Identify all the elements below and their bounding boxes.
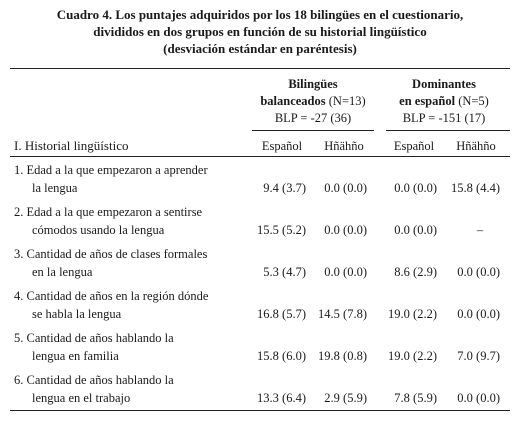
row-label-line-2: cómodos usando la lengua (32, 223, 165, 237)
cell-dom-es: 19.0 (2.2) (388, 349, 437, 363)
bottom-rule (10, 410, 510, 411)
section-header: I. Historial lingüístico (14, 138, 129, 153)
row-label-line-1: 5. Cantidad de años hablando la (14, 331, 174, 345)
group-dominant-blp: BLP = -151 (17) (402, 111, 486, 125)
group-dominant-n: (N=5) (458, 94, 489, 108)
row-label-line-1: 6. Cantidad de años hablando la (14, 373, 174, 387)
cell-dom-es: 19.0 (2.2) (388, 307, 437, 321)
row-label-line-2: lengua en familia (32, 349, 119, 363)
cell-dom-hn: 7.0 (9.7) (457, 349, 500, 363)
cell-bal-hn: 14.5 (7.8) (318, 307, 367, 321)
col-header-dominant-espanol: Español (393, 139, 435, 153)
caption-line-3: (desviación estándar en paréntesis) (163, 41, 357, 56)
cell-bal-hn: 0.0 (0.0) (324, 223, 367, 237)
cell-dom-hn: 0.0 (0.0) (457, 391, 500, 405)
row-label-line-1: 1. Edad a la que empezaron a aprender (14, 163, 208, 177)
top-rule (10, 68, 510, 69)
group-balanced-n: (N=13) (328, 94, 366, 108)
cell-dom-es: 8.6 (2.9) (394, 265, 437, 279)
row-label-line-1: 2. Edad a la que empezaron a sentirse (14, 205, 203, 219)
row-label-line-2: en la lengua (32, 265, 93, 279)
group-balanced-rule (252, 130, 374, 131)
col-header-dominant-hnahno: Hñähño (456, 139, 496, 153)
cell-dom-hn: – (476, 223, 484, 237)
group-dominant-subtitle: en español (N=5) (384, 93, 504, 109)
cell-bal-es: 16.8 (5.7) (257, 307, 306, 321)
cell-dom-es: 0.0 (0.0) (394, 181, 437, 195)
group-dominant-subtitle-text: en español (399, 94, 456, 108)
table-caption: Cuadro 4. Los puntajes adquiridos por lo… (0, 6, 520, 57)
group-balanced-title: Bilingües (288, 77, 338, 91)
row-label-line-2: la lengua (32, 181, 78, 195)
cell-bal-es: 5.3 (4.7) (263, 265, 306, 279)
cell-bal-es: 15.8 (6.0) (257, 349, 306, 363)
col-header-balanced-hnahno: Hñähño (324, 139, 364, 153)
caption-line-1: Cuadro 4. Los puntajes adquiridos por lo… (56, 7, 464, 22)
cell-dom-hn: 0.0 (0.0) (457, 265, 500, 279)
cell-bal-hn: 0.0 (0.0) (324, 181, 367, 195)
cell-bal-hn: 0.0 (0.0) (324, 265, 367, 279)
cell-bal-hn: 2.9 (5.9) (324, 391, 367, 405)
cell-bal-es: 13.3 (6.4) (257, 391, 306, 405)
cell-dom-es: 7.8 (5.9) (394, 391, 437, 405)
group-balanced-blp: BLP = -27 (36) (274, 111, 352, 125)
cell-bal-es: 9.4 (3.7) (263, 181, 306, 195)
group-dominant-rule (386, 130, 510, 131)
row-label-line-1: 3. Cantidad de años de clases formales (14, 247, 208, 261)
row-label-line-2: se habla la lengua (32, 307, 122, 321)
cell-dom-es: 0.0 (0.0) (394, 223, 437, 237)
cell-bal-es: 15.5 (5.2) (257, 223, 306, 237)
col-header-balanced-espanol: Español (261, 139, 303, 153)
cell-bal-hn: 19.8 (0.8) (318, 349, 367, 363)
group-balanced-subtitle-text: balanceados (260, 94, 326, 108)
caption-line-2: divididos en dos grupos en función de su… (93, 24, 427, 39)
header-rule (10, 156, 510, 157)
cell-dom-hn: 15.8 (4.4) (451, 181, 500, 195)
row-label-line-1: 4. Cantidad de años en la región dónde (14, 289, 209, 303)
cell-dom-hn: 0.0 (0.0) (457, 307, 500, 321)
row-label-line-2: lengua en el trabajo (32, 391, 131, 405)
group-balanced-subtitle: balanceados (N=13) (248, 93, 378, 109)
group-dominant-title: Dominantes (412, 77, 476, 91)
